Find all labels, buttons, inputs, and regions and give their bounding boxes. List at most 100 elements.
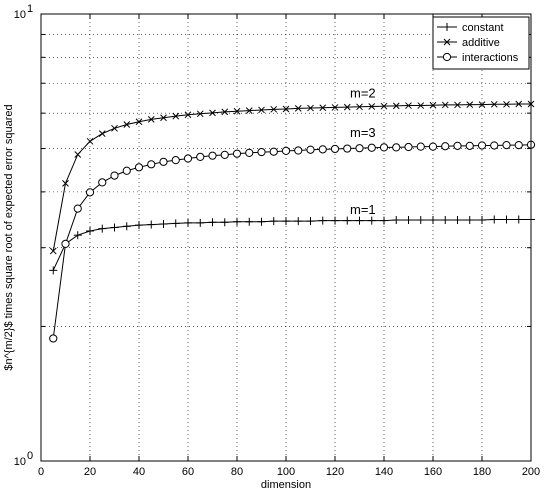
- data-point-plus: [196, 218, 205, 227]
- legend-item-interactions: interactions: [437, 52, 519, 64]
- series-line-interactions: [52, 144, 532, 339]
- data-point-circle: [318, 145, 327, 154]
- data-point-x: [123, 121, 131, 128]
- data-point-plus: [282, 217, 290, 226]
- data-point-plus: [453, 216, 462, 225]
- legend: constant additive interactions: [432, 16, 530, 70]
- data-point-plus: [257, 217, 266, 226]
- data-point-plus: [478, 216, 486, 225]
- data-point-x: [356, 103, 363, 111]
- data-point-circle: [171, 156, 180, 165]
- data-point-x: [135, 118, 143, 126]
- data-point-circle: [110, 171, 119, 180]
- data-point-circle: [220, 150, 229, 159]
- data-point-circle: [355, 144, 364, 153]
- data-point-circle: [392, 143, 401, 152]
- data-point-plus: [135, 221, 143, 230]
- series-interactions: [49, 140, 536, 343]
- grid: [41, 14, 531, 461]
- data-point-circle: [257, 147, 266, 157]
- data-point-x: [62, 179, 69, 187]
- data-point-plus: [318, 216, 327, 225]
- data-point-circle: [465, 141, 474, 150]
- data-point-plus: [355, 216, 364, 225]
- data-point-plus: [443, 23, 451, 31]
- data-point-x: [184, 111, 192, 119]
- data-point-circle: [232, 149, 242, 158]
- x-tick-label: 160: [424, 466, 442, 478]
- data-point-circle: [183, 154, 193, 163]
- y-tick-exponent: 1: [27, 3, 33, 15]
- data-point-circle: [441, 142, 450, 151]
- data-point-x: [503, 100, 510, 108]
- data-point-plus: [184, 218, 192, 227]
- y-tick-label: 10: [14, 9, 26, 21]
- data-point-circle: [61, 239, 70, 248]
- data-point-plus: [245, 217, 254, 226]
- data-point-x: [319, 104, 327, 112]
- data-point-x: [209, 109, 216, 117]
- data-point-circle: [306, 145, 315, 154]
- data-point-x: [490, 100, 498, 108]
- y-axis-label: $n^{m/2}$ times square root of expected …: [3, 104, 15, 370]
- x-tick-label: 20: [84, 466, 96, 478]
- series-constant: [49, 215, 535, 275]
- data-point-circle: [122, 166, 131, 175]
- data-point-circle: [73, 204, 82, 213]
- data-point-circle: [514, 140, 523, 150]
- legend-label: interactions: [462, 52, 519, 64]
- data-point-circle: [416, 142, 425, 151]
- x-tick-label: 120: [326, 466, 344, 478]
- data-point-x: [478, 101, 486, 108]
- data-point-circle: [330, 144, 340, 154]
- data-point-x: [343, 103, 351, 111]
- data-point-x: [331, 104, 339, 111]
- data-point-plus: [294, 217, 303, 226]
- data-point-x: [515, 100, 523, 108]
- data-point-plus: [514, 215, 523, 224]
- data-point-plus: [98, 224, 107, 233]
- data-point-x: [392, 102, 400, 110]
- data-point-plus: [490, 215, 499, 224]
- data-point-x: [49, 247, 57, 255]
- x-tick-label: 140: [375, 466, 393, 478]
- data-point-plus: [502, 215, 511, 224]
- data-point-x: [380, 102, 388, 110]
- annotation-label: m=3: [350, 125, 376, 140]
- legend-label: constant: [462, 22, 504, 34]
- data-point-circle: [379, 143, 389, 152]
- data-point-x: [441, 101, 449, 109]
- data-point-x: [443, 38, 451, 46]
- data-point-circle: [294, 146, 303, 155]
- series-line-additive: [52, 103, 531, 252]
- data-point-circle: [367, 143, 376, 152]
- data-point-x: [466, 101, 474, 108]
- data-point-circle: [159, 157, 168, 166]
- data-point-x: [282, 105, 290, 113]
- data-point-plus: [441, 216, 450, 225]
- data-point-plus: [49, 266, 58, 275]
- data-point-circle: [269, 147, 278, 156]
- y-tick-label: 10: [14, 456, 26, 468]
- x-tick-label: 0: [38, 466, 44, 478]
- data-point-circle: [208, 151, 217, 160]
- data-point-circle: [477, 141, 487, 150]
- x-tick-label: 40: [133, 466, 145, 478]
- annotation-label: m=1: [350, 202, 376, 217]
- x-axis-label: dimension: [261, 479, 311, 491]
- data-point-x: [147, 116, 155, 123]
- data-point-plus: [465, 216, 474, 225]
- y-tick-exponent: 0: [27, 450, 33, 462]
- series-layer: [49, 100, 536, 343]
- data-point-x: [417, 102, 425, 109]
- data-point-x: [258, 106, 265, 114]
- data-point-x: [454, 101, 461, 109]
- data-point-plus: [404, 216, 413, 225]
- legend-item-constant: constant: [437, 22, 504, 34]
- data-point-circle: [147, 160, 156, 169]
- data-point-circle: [196, 152, 205, 161]
- data-point-plus: [380, 216, 388, 225]
- data-point-circle: [453, 141, 462, 150]
